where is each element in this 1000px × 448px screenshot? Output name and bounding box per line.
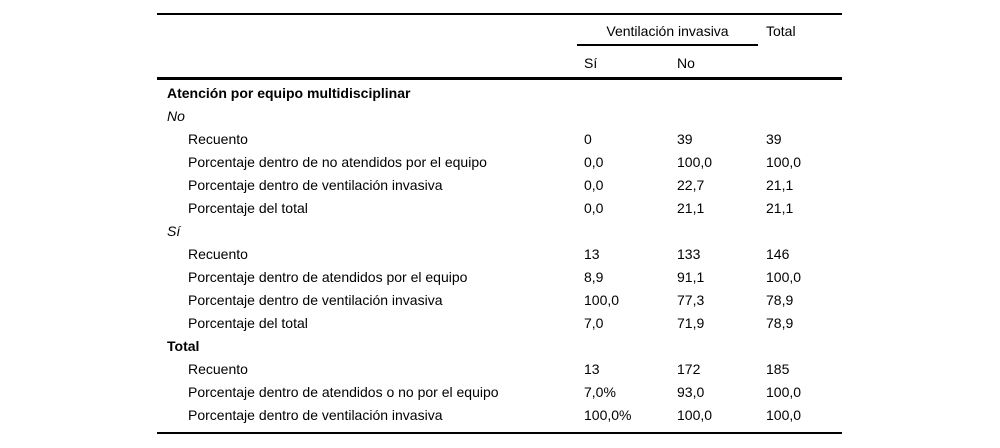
table-row: Recuento 13 172 185: [157, 357, 842, 380]
value-no: 133: [677, 245, 701, 262]
value-total: 100,0: [766, 268, 802, 285]
value-si: 0: [584, 130, 592, 147]
value-no: 77,3: [677, 291, 705, 308]
value-total: 100,0: [766, 383, 802, 400]
row-label: Recuento: [188, 245, 248, 262]
section-header-row: Sí: [157, 219, 842, 242]
table-row: Porcentaje del total 0,0 21,1 21,1: [157, 196, 842, 219]
row-label: Porcentaje dentro de atendidos o no por …: [188, 383, 499, 400]
row-label: Porcentaje dentro de ventilación invasiv…: [188, 291, 443, 308]
group-header-underline-rule: [577, 44, 758, 46]
table-row: Porcentaje dentro de ventilación invasiv…: [157, 403, 842, 426]
value-no: 22,7: [677, 176, 705, 193]
value-no: 71,9: [677, 314, 705, 331]
value-si: 13: [584, 245, 600, 262]
value-si: 0,0: [584, 199, 604, 216]
table-row: Porcentaje dentro de ventilación invasiv…: [157, 288, 842, 311]
table-row: Porcentaje dentro de atendidos o no por …: [157, 380, 842, 403]
row-label: Porcentaje del total: [188, 199, 308, 216]
value-total: 39: [766, 130, 782, 147]
table-row: Porcentaje dentro de no atendidos por el…: [157, 150, 842, 173]
value-no: 21,1: [677, 199, 705, 216]
header-separator-rule: [157, 77, 842, 80]
value-total: 78,9: [766, 314, 794, 331]
table-row: Porcentaje del total 7,0 71,9 78,9: [157, 311, 842, 334]
row-label: Porcentaje del total: [188, 314, 308, 331]
column-header-total: Total: [766, 23, 796, 39]
value-no: 93,0: [677, 383, 705, 400]
value-si: 8,9: [584, 268, 604, 285]
row-label: Porcentaje dentro de no atendidos por el…: [188, 153, 487, 170]
row-label: Porcentaje dentro de ventilación invasiv…: [188, 406, 443, 423]
value-si: 100,0%: [584, 406, 632, 423]
table-row: Porcentaje dentro de atendidos por el eq…: [157, 265, 842, 288]
value-total: 100,0: [766, 153, 802, 170]
value-total: 78,9: [766, 291, 794, 308]
value-si: 13: [584, 360, 600, 377]
section-title: Sí: [167, 222, 181, 239]
section-header-row: Total: [157, 334, 842, 357]
value-si: 100,0: [584, 291, 620, 308]
value-no: 172: [677, 360, 701, 377]
table-row: Recuento 0 39 39: [157, 127, 842, 150]
column-group-header-ventilacion-invasiva: Ventilación invasiva: [606, 23, 729, 39]
column-header-no: No: [677, 55, 695, 71]
section-title: Atención por equipo multidisciplinar: [167, 84, 411, 101]
row-label: Porcentaje dentro de ventilación invasiv…: [188, 176, 443, 193]
value-no: 39: [677, 130, 693, 147]
value-si: 0,0: [584, 153, 604, 170]
table-row: Porcentaje dentro de ventilación invasiv…: [157, 173, 842, 196]
value-total: 185: [766, 360, 790, 377]
value-no: 91,1: [677, 268, 705, 285]
section-title: No: [167, 107, 185, 124]
value-total: 146: [766, 245, 790, 262]
table-top-rule: [157, 13, 842, 15]
column-header-si: Sí: [584, 55, 598, 71]
row-label: Recuento: [188, 360, 248, 377]
value-no: 100,0: [677, 406, 713, 423]
section-header-row: No: [157, 104, 842, 127]
table-body: Atención por equipo multidisciplinar No Re…: [157, 81, 842, 426]
table-row: Recuento 13 133 146: [157, 242, 842, 265]
value-total: 21,1: [766, 176, 794, 193]
section-header-row: Atención por equipo multidisciplinar: [157, 81, 842, 104]
table-bottom-rule: [157, 432, 842, 434]
row-label: Porcentaje dentro de atendidos por el eq…: [188, 268, 468, 285]
value-si: 7,0: [584, 314, 604, 331]
value-no: 100,0: [677, 153, 713, 170]
value-si: 7,0%: [584, 383, 616, 400]
value-total: 100,0: [766, 406, 802, 423]
row-label: Recuento: [188, 130, 248, 147]
section-title: Total: [167, 337, 200, 354]
value-total: 21,1: [766, 199, 794, 216]
value-si: 0,0: [584, 176, 604, 193]
